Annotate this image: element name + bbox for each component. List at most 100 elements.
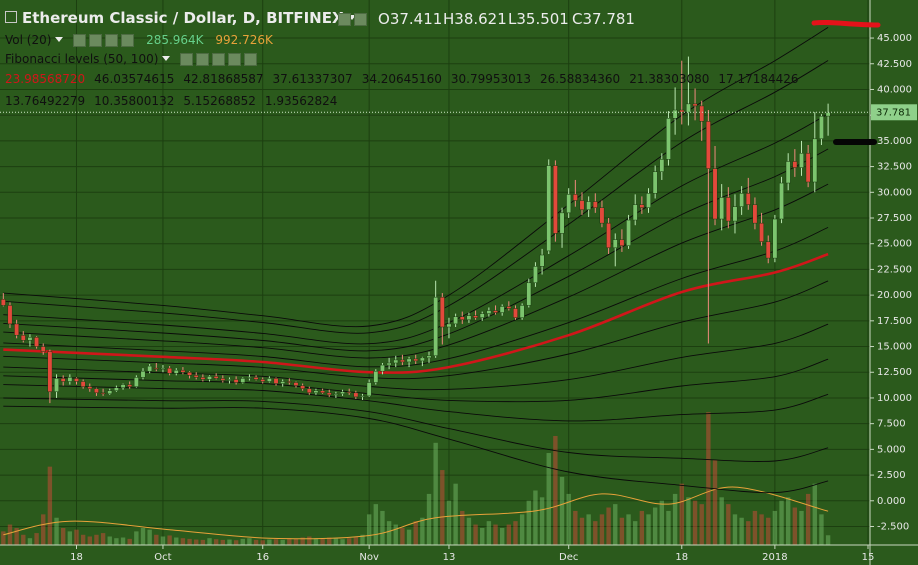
ohlc-low: L35.501: [508, 10, 569, 28]
candle-body: [646, 193, 651, 208]
volume-bar: [553, 436, 558, 545]
fibonacci-legend: Fibonacci levels (50, 100): [5, 52, 258, 66]
candle-body: [632, 204, 638, 221]
volume-bar: [639, 510, 645, 545]
candle-body: [679, 109, 685, 113]
volume-bar: [699, 504, 704, 545]
candle-body: [572, 194, 578, 201]
legend-icons: [73, 34, 135, 47]
volume-bar: [406, 529, 412, 545]
volume-bar: [480, 527, 485, 545]
volume-bar: [54, 517, 59, 545]
x-tick-label: 18: [70, 552, 83, 563]
volume-bar: [340, 539, 345, 545]
fibonacci-band-line: [3, 113, 829, 345]
icon[interactable]: [180, 53, 194, 66]
volume-bar: [772, 510, 778, 545]
volume-title[interactable]: Vol (20): [5, 33, 52, 47]
last-price-label: 37.781: [876, 107, 911, 118]
candle-body: [406, 358, 412, 363]
icon[interactable]: [89, 34, 103, 47]
volume-bar: [759, 514, 764, 545]
candle-body: [133, 377, 139, 387]
candle-body: [100, 392, 106, 395]
volume-bar: [147, 529, 152, 545]
candle-body: [293, 382, 299, 386]
candle-body: [439, 296, 445, 328]
ohlc-label: C: [572, 10, 583, 28]
icon[interactable]: [244, 53, 258, 66]
candle-body: [74, 378, 79, 382]
candle-body: [353, 392, 359, 398]
volume-bar: [646, 514, 651, 545]
candle-body: [207, 376, 212, 380]
fibonacci-title[interactable]: Fibonacci levels (50, 100): [5, 52, 159, 66]
ohlc-label: L: [508, 10, 517, 28]
volume-bar: [167, 535, 172, 545]
icon[interactable]: [354, 13, 367, 26]
candle-body: [67, 377, 73, 382]
symbol-title[interactable]: Ethereum Classic / Dollar, D, BITFINEX: [22, 9, 362, 27]
volume-bar: [293, 538, 299, 545]
candle-body: [127, 384, 133, 387]
y-tick-label: 22.500: [877, 264, 912, 275]
y-tick-label: 2.500: [877, 470, 906, 481]
fibonacci-value: 21.38303080: [629, 72, 710, 86]
candle-body: [805, 152, 811, 183]
candle-body: [273, 378, 279, 384]
candle-body: [732, 206, 738, 222]
fibonacci-band-line: [3, 397, 829, 462]
dropdown-caret[interactable]: [347, 15, 356, 20]
volume-bar: [67, 531, 73, 545]
volume-value: 285.964K: [146, 33, 204, 47]
ohlc-label: O: [378, 10, 390, 28]
volume-bar: [706, 412, 711, 545]
x-tick-label: Dec: [559, 552, 578, 563]
y-tick-label: 5.000: [877, 444, 906, 455]
y-tick-label: 27.500: [877, 213, 912, 224]
volume-bar: [227, 539, 232, 545]
dropdown-caret[interactable]: [162, 56, 171, 61]
icon[interactable]: [105, 34, 119, 47]
volume-bar: [327, 537, 332, 545]
volume-bar: [120, 537, 126, 545]
dropdown-caret[interactable]: [55, 37, 64, 42]
ohlc-label: H: [443, 10, 455, 28]
volume-bar: [666, 510, 671, 545]
volume-bar: [819, 514, 824, 545]
candle-body: [712, 168, 718, 220]
icon[interactable]: [212, 53, 226, 66]
volume-bar: [47, 466, 53, 545]
volume-bar: [805, 493, 811, 545]
x-tick-label: Nov: [359, 552, 379, 563]
candle-body: [7, 305, 13, 325]
candle-body: [340, 391, 345, 395]
volume-bar: [353, 536, 359, 545]
volume-bar: [513, 521, 518, 545]
fibonacci-band-line: [3, 60, 829, 334]
volume-bar: [247, 538, 252, 545]
candle-body: [40, 346, 46, 352]
candle-body: [120, 384, 126, 388]
icon[interactable]: [228, 53, 242, 66]
x-tick-label: 18: [675, 552, 688, 563]
volume-bar: [1, 531, 6, 545]
volume-bar: [380, 510, 385, 545]
icon[interactable]: [121, 34, 135, 47]
candle-body: [346, 391, 352, 394]
volume-bar: [240, 538, 245, 545]
volume-bar: [300, 537, 305, 545]
icon[interactable]: [338, 13, 351, 26]
collapse-icon[interactable]: [5, 11, 17, 23]
candle-body: [220, 378, 226, 381]
volume-bar: [466, 517, 472, 545]
candle-body: [459, 316, 465, 321]
volume-bar: [347, 538, 352, 545]
icon[interactable]: [196, 53, 210, 66]
y-tick-label: 42.500: [877, 59, 912, 70]
candle-body: [586, 201, 592, 211]
candle-body: [493, 310, 498, 313]
volume-bar: [80, 534, 86, 545]
icon[interactable]: [73, 34, 87, 47]
